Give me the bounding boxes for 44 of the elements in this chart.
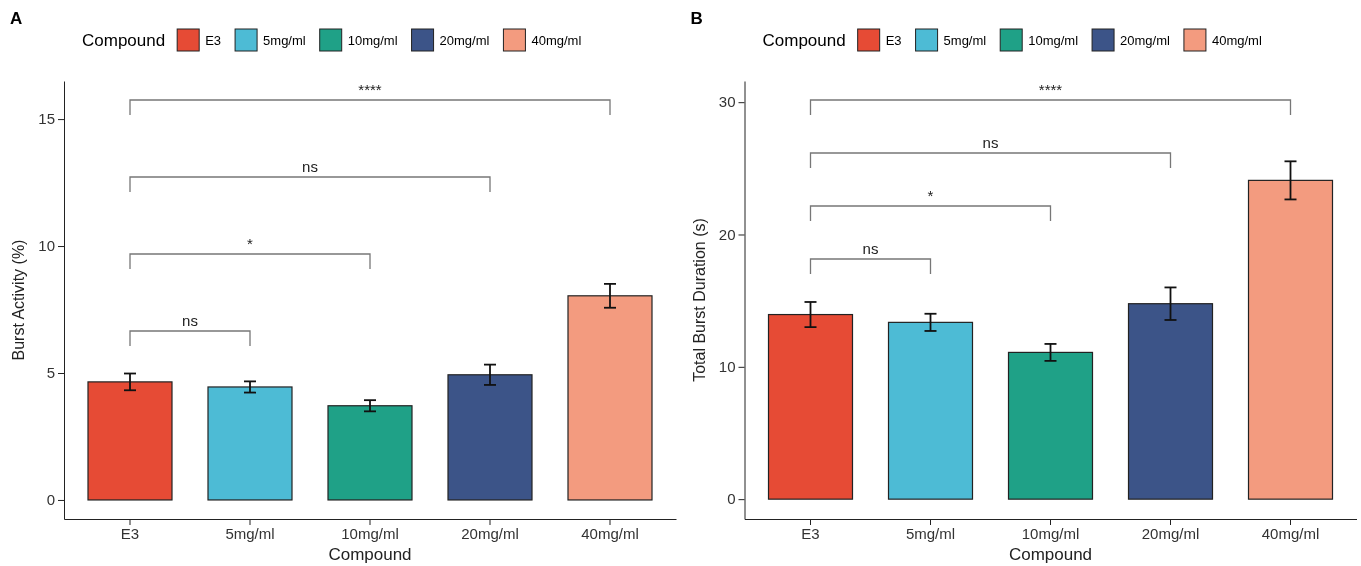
annotation: * <box>927 187 934 204</box>
x-axis-title: Compound <box>1008 545 1093 564</box>
x-tick-label: E3 <box>120 524 140 542</box>
y-tick-label: 10 <box>38 237 55 255</box>
y-axis-title: Burst Activity (%) <box>10 239 27 361</box>
x-tick-label: 40mg/ml <box>1261 524 1320 542</box>
legend-label: 5mg/ml <box>263 33 306 48</box>
x-tick-label: 20mg/ml <box>1141 524 1200 542</box>
y-tick-label: 0 <box>46 491 55 509</box>
legend-label: 5mg/ml <box>943 33 987 48</box>
x-tick-label: 10mg/ml <box>341 524 399 542</box>
annotation: ns <box>982 134 999 151</box>
legend-label: E3 <box>885 33 902 48</box>
y-tick-label: 20 <box>718 225 736 243</box>
x-tick-label: 20mg/ml <box>461 524 519 542</box>
legend-label: 40mg/ml <box>1211 33 1262 48</box>
legend-label: 40mg/ml <box>531 33 582 48</box>
legend-label: E3 <box>205 33 222 48</box>
x-tick-label: 10mg/ml <box>1021 524 1080 542</box>
x-tick-label: E3 <box>801 524 820 542</box>
legend-label: 10mg/ml <box>1028 33 1079 48</box>
y-tick-label: 10 <box>718 358 736 376</box>
legend-label: 10mg/ml <box>347 33 398 48</box>
x-tick-label: 5mg/ml <box>905 524 956 542</box>
x-axis-title: Compound <box>328 545 412 564</box>
y-axis-title: Total Burst Duration (s) <box>690 218 708 382</box>
y-tick-label: 30 <box>718 93 736 111</box>
legend-title: Compound <box>82 31 166 50</box>
x-tick-label: 40mg/ml <box>581 524 639 542</box>
y-tick-label: 0 <box>727 490 736 508</box>
legend-label: 20mg/ml <box>439 33 490 48</box>
x-tick-label: 5mg/ml <box>225 524 275 542</box>
legend-label: 20mg/ml <box>1120 33 1171 48</box>
legend-title: Compound <box>762 31 846 50</box>
chart-title: A <box>10 9 23 28</box>
chart-title: B <box>690 9 703 28</box>
annotation: **** <box>358 81 382 98</box>
annotation: ns <box>182 312 198 329</box>
y-tick-label: 5 <box>46 364 55 382</box>
annotation: * <box>247 235 254 252</box>
annotation: ns <box>862 240 879 257</box>
annotation: ns <box>302 158 318 175</box>
y-tick-label: 15 <box>38 110 55 128</box>
annotation: **** <box>1038 81 1063 98</box>
